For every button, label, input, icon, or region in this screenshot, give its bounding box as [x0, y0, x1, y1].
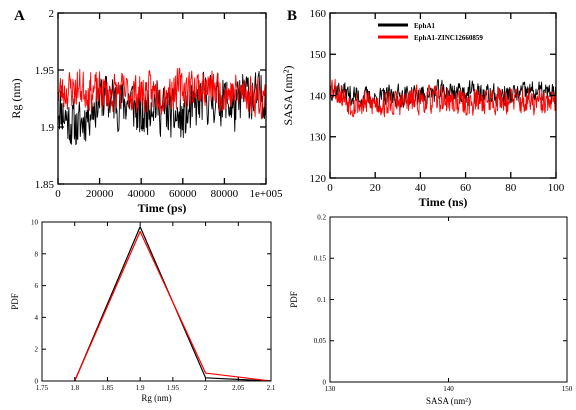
- chart-rg-time: 0 20000 40000 60000 80000 1e+0051.851.91.952 …: [9, 8, 283, 215]
- series-line-c-epha1: [74, 226, 271, 381]
- panel-label-b: B: [287, 8, 297, 24]
- x-tick-label-a: 20000: [86, 188, 114, 200]
- x-tick-label-a: 0: [55, 188, 61, 200]
- x-tick-label-a: 1e+005: [249, 188, 283, 200]
- y-tick-label-c: 6: [35, 282, 39, 290]
- legend: EphA1 EphA1-ZINC12660859: [378, 22, 483, 42]
- y-tick-label-a: 1.85: [35, 179, 55, 191]
- y-tick-label-b: 120: [310, 173, 327, 185]
- x-tick-label-d: 150: [562, 385, 573, 393]
- y-tick-label-d: 0.1: [317, 296, 326, 304]
- x-tick-label-c: 2.1: [267, 384, 276, 392]
- x-tick-label-a: 40000: [127, 188, 155, 200]
- y-tick-label-c: 8: [35, 250, 39, 258]
- y-tick-label-b: 130: [310, 132, 327, 144]
- sasa-time-series-layer: [330, 78, 556, 118]
- sasa-time-y-axis-label: SASA (nm²): [281, 66, 295, 126]
- y-tick-label-b: 150: [310, 49, 327, 61]
- series-line-c-complex: [74, 230, 271, 381]
- x-tick-label-b: 100: [548, 182, 565, 194]
- x-tick-label-b: 80: [505, 182, 517, 194]
- rg-pdf-ticks: 1.75 1.8 1.85 1.9 1.95 2 2.05 2.1 0 2 4 6 8 10: [31, 218, 276, 392]
- rg-time-ticks: 0 20000 40000 60000 80000 1e+005 1.85 1.9 1.95 2: [35, 8, 283, 200]
- panel-label-a: A: [14, 8, 25, 24]
- y-tick-label-c: 4: [35, 314, 39, 322]
- rg-pdf-frame: [41, 221, 272, 382]
- chart-sasa-time: 0 20 40 60 80 100 120 130 140 150 160 Time (ns) SA…: [281, 8, 565, 209]
- chart-sasa-pdf: 130 140 150 0 0.05 0.1 0.15 0.2 SASA (nm²) PDF: [289, 213, 573, 406]
- sasa-pdf-frame: [329, 216, 568, 383]
- rg-time-x-axis-label: Time (ps): [138, 201, 187, 215]
- sasa-time-x-axis-label: Time (ns): [419, 195, 468, 209]
- y-tick-label-c: 2: [35, 346, 39, 354]
- x-tick-label-b: 40: [415, 182, 427, 194]
- y-tick-label-b: 140: [310, 90, 327, 102]
- sasa-time-ticks: 0 20 40 60 80 100 120 130 140 150 160: [310, 8, 565, 194]
- x-tick-label-d: 130: [325, 385, 336, 393]
- legend-label-epha1: EphA1: [414, 22, 436, 30]
- y-tick-label-d: 0.2: [317, 213, 326, 221]
- y-tick-label-d: 0.05: [314, 337, 327, 345]
- x-tick-label-d: 140: [443, 385, 454, 393]
- x-tick-label-a: 60000: [169, 188, 197, 200]
- chart-rg-pdf: 1.75 1.8 1.85 1.9 1.95 2 2.05 2.1 0 2 4 6 8 10 Rg (nm…: [10, 218, 276, 403]
- series-line-b-complex: [330, 78, 556, 118]
- sasa-pdf-ticks: 130 140 150 0 0.05 0.1 0.15 0.2: [314, 213, 573, 393]
- x-tick-label-c: 1.75: [36, 384, 49, 392]
- sasa-pdf-y-axis-label: PDF: [289, 291, 299, 308]
- x-tick-label-b: 60: [460, 182, 472, 194]
- x-tick-label-c: 1.95: [167, 384, 180, 392]
- y-tick-label-a: 2: [49, 8, 55, 20]
- x-tick-label-c: 2.05: [232, 384, 245, 392]
- legend-label-complex: EphA1-ZINC12660859: [414, 34, 483, 42]
- x-tick-label-a: 80000: [211, 188, 239, 200]
- x-tick-label-c: 2: [204, 384, 208, 392]
- rg-pdf-x-axis-label: Rg (nm): [141, 393, 171, 403]
- x-tick-label-b: 20: [370, 182, 382, 194]
- x-tick-label-b: 0: [327, 182, 333, 194]
- y-tick-label-a: 1.9: [40, 122, 54, 134]
- y-tick-label-c: 0: [35, 377, 39, 385]
- x-tick-label-c: 1.9: [136, 384, 145, 392]
- x-tick-label-c: 1.8: [70, 384, 79, 392]
- y-tick-label-b: 160: [310, 8, 327, 20]
- y-tick-label-a: 1.95: [35, 65, 55, 77]
- y-tick-label-c: 10: [31, 218, 39, 226]
- rg-time-y-axis-label: Rg (nm): [9, 78, 23, 118]
- series-line-a-complex: [58, 67, 266, 120]
- rg-pdf-y-axis-label: PDF: [10, 293, 20, 310]
- rg-time-frame: [57, 12, 267, 185]
- y-tick-label-d: 0: [323, 378, 327, 386]
- rg-time-series-layer: [58, 67, 266, 146]
- rg-pdf-series-layer: [74, 226, 271, 381]
- sasa-pdf-x-axis-label: SASA (nm²): [426, 396, 471, 406]
- x-tick-label-c: 1.85: [101, 384, 114, 392]
- y-tick-label-d: 0.15: [314, 255, 327, 263]
